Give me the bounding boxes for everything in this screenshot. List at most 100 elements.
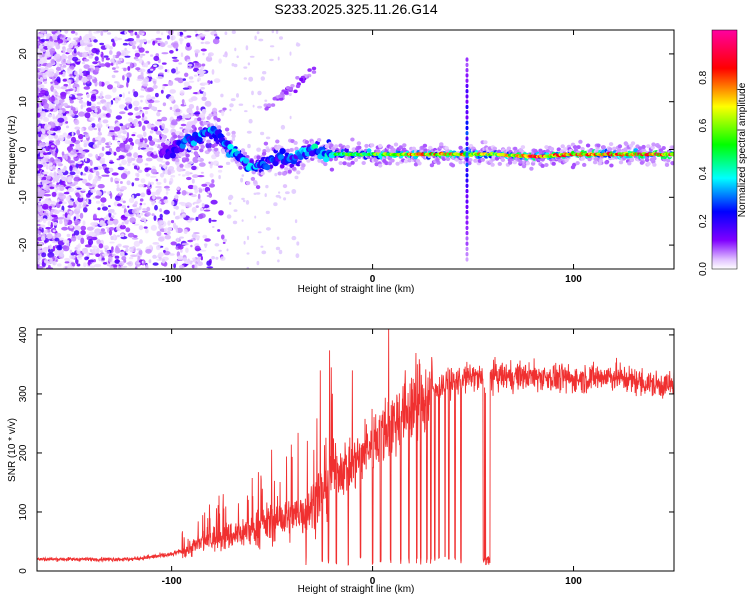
- noise-speckle: [62, 64, 67, 68]
- streak-blob: [278, 97, 284, 101]
- noise-speckle: [98, 243, 104, 249]
- noise-speckle: [93, 259, 96, 263]
- noise-speckle: [139, 95, 145, 98]
- ridge-halo: [458, 160, 463, 165]
- noise-speckle: [43, 180, 51, 184]
- noise-speckle: [156, 231, 162, 237]
- noise-speckle: [135, 193, 141, 197]
- noise-speckle: [275, 194, 281, 198]
- noise-speckle: [243, 66, 248, 69]
- noise-speckle: [164, 168, 168, 175]
- noise-speckle: [43, 80, 48, 84]
- spectrogram-ytick-label: 20: [18, 48, 29, 60]
- noise-speckle: [78, 147, 84, 153]
- noise-speckle: [112, 67, 116, 70]
- noise-speckle: [168, 180, 172, 185]
- ridge-halo: [260, 171, 265, 176]
- noise-speckle: [163, 185, 170, 189]
- noise-speckle: [37, 173, 40, 177]
- noise-speckle: [143, 120, 150, 125]
- vertical-feature: [465, 225, 469, 231]
- noise-speckle: [243, 240, 246, 245]
- noise-speckle: [92, 61, 99, 65]
- noise-speckle: [180, 123, 187, 127]
- noise-speckle: [163, 249, 166, 253]
- noise-speckle: [69, 183, 76, 187]
- noise-speckle: [80, 230, 86, 236]
- noise-speckle: [169, 89, 176, 94]
- noise-speckle: [136, 207, 141, 211]
- streak-blob: [299, 77, 304, 82]
- noise-speckle: [84, 157, 88, 162]
- noise-speckle: [47, 248, 54, 254]
- noise-speckle: [199, 249, 207, 252]
- noise-speckle: [135, 37, 141, 43]
- noise-speckle: [108, 161, 115, 164]
- noise-speckle: [173, 263, 177, 269]
- noise-speckle: [88, 55, 93, 59]
- ridge-halo: [480, 157, 485, 162]
- noise-speckle: [103, 55, 109, 58]
- noise-speckle: [68, 202, 74, 206]
- noise-speckle: [140, 99, 143, 103]
- noise-speckle: [137, 146, 141, 150]
- noise-speckle: [41, 236, 46, 241]
- noise-speckle: [58, 109, 63, 114]
- noise-speckle: [41, 60, 48, 63]
- noise-speckle: [231, 62, 235, 67]
- colorbar-gradient: [711, 29, 738, 270]
- noise-speckle: [44, 174, 48, 177]
- snr-panel: -100 0 100 0 100 200 300 400 Height of straight…: [7, 326, 675, 595]
- noise-speckle: [154, 204, 158, 211]
- noise-speckle: [38, 142, 46, 148]
- ridge-halo: [627, 161, 632, 166]
- ridge-halo: [293, 140, 298, 145]
- noise-speckle: [114, 96, 121, 102]
- vertical-feature: [465, 241, 469, 246]
- noise-speckle: [264, 193, 267, 198]
- noise-speckle: [218, 249, 222, 252]
- noise-speckle: [45, 164, 49, 170]
- ridge-halo: [513, 146, 518, 151]
- noise-speckle: [158, 236, 165, 242]
- noise-speckle: [214, 243, 220, 247]
- noise-speckle: [63, 102, 68, 107]
- noise-speckle: [91, 184, 97, 188]
- noise-speckle: [180, 209, 185, 213]
- noise-speckle: [197, 253, 203, 257]
- noise-speckle: [90, 95, 97, 102]
- noise-speckle: [146, 206, 151, 212]
- vertical-feature: [465, 78, 469, 83]
- noise-speckle: [142, 208, 147, 211]
- vertical-feature: [465, 68, 469, 73]
- noise-speckle: [189, 65, 192, 69]
- streak-blob: [288, 86, 294, 91]
- noise-speckle: [37, 244, 43, 250]
- ridge-halo: [641, 144, 646, 149]
- noise-speckle: [143, 62, 146, 67]
- noise-speckle: [168, 166, 175, 171]
- noise-speckle: [210, 199, 218, 205]
- noise-speckle: [208, 161, 211, 164]
- ridge-halo: [328, 157, 333, 162]
- noise-speckle: [138, 249, 143, 256]
- noise-speckle: [167, 220, 171, 226]
- ridge-halo: [545, 149, 550, 154]
- noise-speckle: [66, 59, 71, 64]
- noise-speckle: [148, 259, 152, 264]
- vertical-feature: [465, 162, 469, 167]
- noise-speckle: [175, 205, 179, 210]
- noise-speckle: [134, 177, 140, 181]
- noise-speckle: [159, 213, 163, 219]
- noise-speckle: [71, 235, 77, 242]
- noise-speckle: [234, 47, 237, 52]
- noise-speckle: [157, 41, 160, 44]
- noise-speckle: [294, 175, 299, 180]
- noise-speckle: [101, 245, 109, 248]
- noise-speckle: [181, 119, 185, 122]
- noise-speckle: [156, 30, 161, 34]
- noise-speckle: [197, 193, 201, 200]
- noise-speckle: [73, 92, 77, 96]
- noise-speckle: [162, 170, 166, 175]
- noise-speckle: [132, 131, 137, 135]
